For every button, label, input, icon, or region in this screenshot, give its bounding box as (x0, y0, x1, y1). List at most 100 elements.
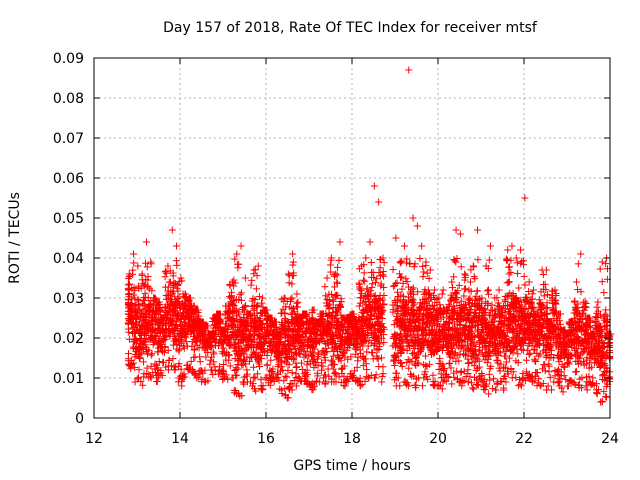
data-point (297, 359, 305, 367)
data-point (259, 386, 267, 394)
data-point (250, 373, 258, 381)
data-point (133, 375, 141, 383)
data-point (153, 377, 161, 385)
data-point (155, 358, 163, 366)
data-point (125, 280, 133, 288)
data-point (416, 254, 424, 262)
data-point (470, 385, 478, 393)
data-point (140, 317, 148, 325)
data-point (153, 317, 161, 325)
data-point (253, 272, 261, 280)
data-point (419, 262, 427, 270)
data-point (419, 273, 427, 281)
data-point (166, 329, 174, 337)
data-point (293, 290, 301, 298)
data-point (370, 182, 378, 190)
data-point (485, 370, 493, 378)
data-point (167, 288, 175, 296)
data-point (267, 356, 275, 364)
data-point (521, 194, 529, 202)
data-point (473, 287, 481, 295)
data-point (539, 271, 547, 279)
data-point (127, 365, 135, 373)
data-point (456, 230, 464, 238)
data-point (571, 368, 579, 376)
data-point (362, 254, 370, 262)
data-point (145, 346, 153, 354)
data-point (513, 259, 521, 267)
data-point (146, 302, 154, 310)
data-point (329, 352, 337, 360)
data-point (207, 356, 215, 364)
data-point (490, 375, 498, 383)
data-point (398, 285, 406, 293)
data-point (143, 364, 151, 372)
data-point (483, 287, 491, 295)
data-point (148, 321, 156, 329)
data-point (137, 309, 145, 317)
data-point (289, 258, 297, 266)
data-point (255, 293, 263, 301)
data-point (237, 242, 245, 250)
data-point (294, 298, 302, 306)
data-point (398, 362, 406, 370)
data-point (130, 250, 138, 258)
data-point (124, 275, 132, 283)
data-point (598, 258, 606, 266)
data-point (574, 260, 582, 268)
data-point (166, 278, 174, 286)
data-point (158, 371, 166, 379)
data-point (531, 357, 539, 365)
data-point (149, 369, 157, 377)
data-point (289, 304, 297, 312)
data-point (196, 353, 204, 361)
data-point (164, 262, 172, 270)
data-point (142, 238, 150, 246)
data-point (450, 273, 458, 281)
chart-title: Day 157 of 2018, Rate Of TEC Index for r… (163, 20, 538, 36)
data-point (284, 270, 292, 278)
data-point (378, 378, 386, 386)
data-point (128, 360, 136, 368)
data-point (153, 361, 161, 369)
data-point (134, 296, 142, 304)
data-point (368, 283, 376, 291)
data-point (154, 298, 162, 306)
data-point (393, 369, 401, 377)
data-point (582, 382, 590, 390)
data-point (161, 283, 169, 291)
data-point (431, 286, 439, 294)
data-point (250, 363, 258, 371)
data-point (125, 350, 133, 358)
data-point (169, 306, 177, 314)
data-point (554, 379, 562, 387)
data-point (502, 255, 510, 263)
data-point (455, 281, 463, 289)
data-point (336, 238, 344, 246)
data-point (378, 354, 386, 362)
data-point (461, 270, 469, 278)
data-point (474, 226, 482, 234)
data-point (422, 262, 430, 270)
data-point (156, 306, 164, 314)
data-point (420, 268, 428, 276)
data-point (196, 358, 204, 366)
data-point (173, 242, 181, 250)
data-point (248, 276, 256, 284)
data-point (254, 262, 262, 270)
data-point (457, 369, 465, 377)
data-point (234, 264, 242, 272)
data-point (127, 300, 135, 308)
data-point (405, 66, 413, 74)
data-point (517, 246, 525, 254)
data-point (593, 390, 601, 398)
data-point (230, 276, 238, 284)
data-point (140, 370, 148, 378)
data-point (147, 351, 155, 359)
data-point (147, 260, 155, 268)
data-point (251, 266, 259, 274)
data-point (422, 352, 430, 360)
data-point (341, 382, 349, 390)
data-point (140, 328, 148, 336)
data-point (247, 281, 255, 289)
